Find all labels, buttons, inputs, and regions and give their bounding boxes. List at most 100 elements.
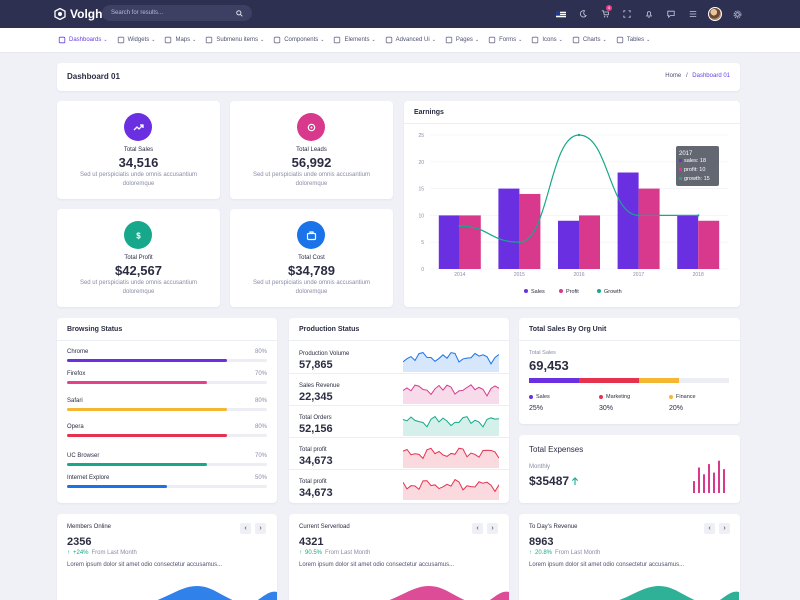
breadcrumb-home[interactable]: Home xyxy=(665,73,682,79)
org-bar-segment xyxy=(639,378,679,383)
moon-icon[interactable] xyxy=(575,6,591,22)
bar-profit[interactable] xyxy=(638,188,660,269)
chevron-down-icon: ⌄ xyxy=(558,37,563,43)
bar-profit[interactable] xyxy=(698,220,720,269)
line-point[interactable] xyxy=(637,214,640,217)
fullscreen-icon[interactable] xyxy=(619,6,635,22)
sparkline xyxy=(403,352,499,372)
org-total-value: 69,453 xyxy=(529,358,569,373)
nav-item-icons[interactable]: Icons ⌄ xyxy=(531,36,563,44)
stat-description: Sed ut perspiciatis unde omnis accusanti… xyxy=(79,172,198,187)
next-button[interactable]: › xyxy=(487,523,498,534)
bar-profit[interactable] xyxy=(459,215,481,269)
arrow-up-icon: ↑ xyxy=(67,550,70,556)
production-value: 34,673 xyxy=(299,487,333,499)
tooltip-title: 2017 xyxy=(679,151,693,157)
bar-sales[interactable] xyxy=(617,172,639,269)
progress-fill xyxy=(67,408,227,411)
dollar-icon: $ xyxy=(136,231,141,240)
nav-item-components[interactable]: Components ⌄ xyxy=(273,36,324,44)
browser-percent: 50% xyxy=(254,475,267,481)
nav-item-maps[interactable]: Maps ⌄ xyxy=(164,36,196,44)
metric-percent: 20.8% xyxy=(535,550,553,556)
nav-item-charts[interactable]: Charts ⌄ xyxy=(572,36,607,44)
nav-label: Charts xyxy=(582,37,601,43)
browser-row: Safari 80% xyxy=(67,398,267,416)
search-placeholder: Search for results... xyxy=(111,10,164,16)
menu-icon[interactable] xyxy=(685,6,701,22)
metric-change: ↑ +24% From Last Month xyxy=(67,550,137,556)
legend-label[interactable]: Profit xyxy=(566,289,579,295)
gear-icon[interactable] xyxy=(729,6,745,22)
y-tick-label: 5 xyxy=(421,240,424,246)
earnings-card: Earnings 0 5 10 15 20 25 2014 2015 2016 2017 2018 2… xyxy=(404,101,740,307)
org-sales-title: Total Sales By Org Unit xyxy=(529,326,607,333)
logo[interactable]: Volgh xyxy=(54,7,102,21)
nav-label: Maps xyxy=(175,37,191,43)
tooltip-row: profit: 10 xyxy=(684,167,705,173)
area-wave xyxy=(389,586,509,600)
metric-description: Lorem ipsum dolor sit amet odio consecte… xyxy=(67,562,223,568)
next-button[interactable]: › xyxy=(719,523,730,534)
stat-label: Total Leads xyxy=(296,147,327,153)
nav-item-submenu-items[interactable]: Submenu items ⌄ xyxy=(205,36,264,44)
browser-name: Safari xyxy=(67,398,83,404)
org-unit: Marketing 30% xyxy=(599,394,630,412)
prev-button[interactable]: ‹ xyxy=(704,523,715,534)
org-unit-dot xyxy=(669,395,673,399)
production-value: 57,865 xyxy=(299,359,333,371)
progress-fill xyxy=(67,359,227,362)
y-tick-label: 15 xyxy=(418,187,424,193)
nav-item-tables[interactable]: Tables ⌄ xyxy=(616,36,650,44)
bar-sales[interactable] xyxy=(558,220,579,269)
nav-item-pages[interactable]: Pages ⌄ xyxy=(445,36,479,44)
nav-item-widgets[interactable]: Widgets ⌄ xyxy=(117,36,155,44)
bar-profit[interactable] xyxy=(519,193,541,269)
legend-label[interactable]: Growth xyxy=(604,289,622,295)
next-button[interactable]: › xyxy=(255,523,266,534)
nav-item-advanced-ui[interactable]: Advanced Ui ⌄ xyxy=(385,36,436,44)
avatar[interactable] xyxy=(707,6,723,22)
stat-label: Total Cost xyxy=(298,255,325,261)
nav-label: Elements xyxy=(344,37,370,43)
browser-percent: 80% xyxy=(254,398,267,404)
prev-button[interactable]: ‹ xyxy=(472,523,483,534)
line-point[interactable] xyxy=(697,214,700,217)
prev-button[interactable]: ‹ xyxy=(240,523,251,534)
bar-sales[interactable] xyxy=(438,215,460,269)
search-input[interactable]: Search for results... xyxy=(102,5,252,21)
chat-icon[interactable] xyxy=(663,6,679,22)
arrow-up-icon: ↑ xyxy=(299,550,302,556)
production-value: 22,345 xyxy=(299,391,333,403)
line-point[interactable] xyxy=(458,224,461,228)
chevron-down-icon: ⌄ xyxy=(518,37,523,43)
stat-icon-circle xyxy=(297,221,325,249)
cart-icon[interactable]: 4 xyxy=(597,5,613,22)
stat-value: 56,992 xyxy=(291,155,332,170)
breadcrumb: Home / Dashboard 01 xyxy=(665,73,730,79)
bar-profit[interactable] xyxy=(579,215,600,269)
nav-item-forms[interactable]: Forms ⌄ xyxy=(488,36,522,44)
legend-label[interactable]: Sales xyxy=(531,289,545,295)
browser-name: Firefox xyxy=(67,371,86,377)
line-point[interactable] xyxy=(577,133,581,137)
stat-icon-circle: $ xyxy=(124,221,152,249)
browser-name: Internet Explore xyxy=(67,475,110,481)
comp-icon xyxy=(274,36,281,44)
metric-description: Lorem ipsum dolor sit amet odio consecte… xyxy=(529,562,685,568)
nav-item-dashboards[interactable]: Dashboards ⌄ xyxy=(58,36,108,44)
browser-row: Opera 80% xyxy=(67,424,267,442)
bar-sales[interactable] xyxy=(677,215,699,269)
nav-item-elements[interactable]: Elements ⌄ xyxy=(333,36,376,44)
page-header: Dashboard 01 Home / Dashboard 01 xyxy=(57,63,740,91)
browser-percent: 70% xyxy=(254,371,267,377)
bell-icon[interactable] xyxy=(641,6,657,22)
bar-sales[interactable] xyxy=(498,188,520,269)
browser-percent: 80% xyxy=(254,424,267,430)
chevron-down-icon: ⌄ xyxy=(260,37,265,43)
flag-icon[interactable] xyxy=(553,6,569,22)
search-icon[interactable] xyxy=(236,9,243,17)
table-icon xyxy=(616,36,623,44)
line-point[interactable] xyxy=(518,241,521,244)
